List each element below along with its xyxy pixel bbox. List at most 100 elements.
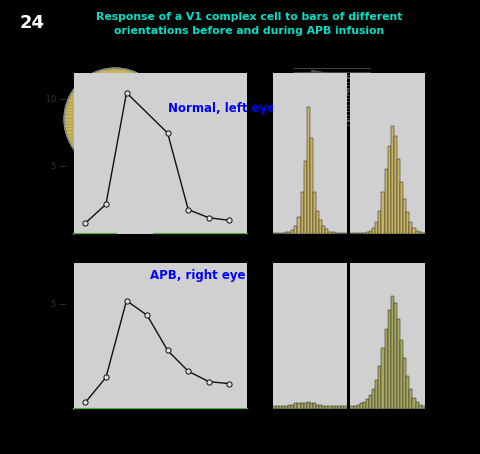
Bar xyxy=(282,233,285,234)
Bar xyxy=(341,406,344,409)
Bar xyxy=(291,230,294,234)
Bar xyxy=(279,406,282,409)
Bar xyxy=(394,136,397,234)
Bar xyxy=(391,126,394,234)
Bar xyxy=(298,217,300,234)
Bar xyxy=(422,406,425,409)
Bar xyxy=(328,232,332,234)
Text: 24: 24 xyxy=(19,14,44,32)
Bar xyxy=(319,405,322,409)
Bar xyxy=(412,398,416,409)
Bar xyxy=(300,192,304,234)
Bar xyxy=(400,182,403,234)
Bar xyxy=(416,231,419,234)
Bar xyxy=(294,403,298,409)
Bar xyxy=(409,389,412,409)
Bar xyxy=(335,406,338,409)
Circle shape xyxy=(64,68,166,170)
Bar xyxy=(344,233,347,234)
Bar xyxy=(394,303,397,409)
Point xyxy=(226,217,233,224)
Bar xyxy=(332,406,335,409)
Bar xyxy=(422,233,425,234)
Text: 5 —: 5 — xyxy=(51,301,68,309)
Bar xyxy=(360,233,363,234)
Bar xyxy=(397,158,400,234)
Bar xyxy=(406,212,409,234)
Point xyxy=(102,374,110,381)
Bar xyxy=(288,405,291,409)
Point xyxy=(226,380,233,387)
Bar xyxy=(357,233,360,234)
Bar xyxy=(363,402,366,409)
Point xyxy=(82,219,89,227)
Bar xyxy=(285,406,288,409)
Bar xyxy=(310,138,313,234)
Bar xyxy=(391,296,394,409)
Bar xyxy=(300,403,304,409)
Point xyxy=(123,89,131,96)
Bar xyxy=(406,375,409,409)
Text: 5 —: 5 — xyxy=(51,162,68,171)
Bar xyxy=(366,232,369,234)
Bar xyxy=(298,403,300,409)
Bar xyxy=(307,402,310,409)
Point xyxy=(164,129,171,137)
Bar xyxy=(313,403,316,409)
Bar xyxy=(397,319,400,409)
Bar xyxy=(313,192,316,234)
Bar xyxy=(273,233,276,234)
Bar xyxy=(419,232,422,234)
Bar xyxy=(310,403,313,409)
Bar xyxy=(335,233,338,234)
Bar xyxy=(304,403,307,409)
Bar xyxy=(363,233,366,234)
Bar xyxy=(344,406,347,409)
Bar xyxy=(372,389,375,409)
Bar xyxy=(353,233,357,234)
Bar xyxy=(319,220,322,234)
Bar xyxy=(369,231,372,234)
Bar xyxy=(322,226,325,234)
Bar xyxy=(375,222,378,234)
Bar xyxy=(304,161,307,234)
Text: APB, right eye: APB, right eye xyxy=(150,269,246,282)
Bar xyxy=(369,395,372,409)
Point xyxy=(82,399,89,406)
Bar xyxy=(382,348,384,409)
Point xyxy=(102,201,110,208)
Bar xyxy=(388,310,391,409)
Bar xyxy=(316,211,319,234)
Bar xyxy=(360,403,363,409)
Bar xyxy=(316,405,319,409)
Bar xyxy=(282,406,285,409)
Bar xyxy=(378,366,382,409)
Bar xyxy=(273,406,276,409)
Bar xyxy=(419,405,422,409)
Text: Response of a V1 complex cell to bars of different
orientations before and durin: Response of a V1 complex cell to bars of… xyxy=(96,12,403,36)
Point xyxy=(205,378,213,385)
Bar xyxy=(403,199,406,234)
Bar xyxy=(279,233,282,234)
Bar xyxy=(416,402,419,409)
Bar xyxy=(338,233,341,234)
Bar xyxy=(325,406,328,409)
Bar xyxy=(325,229,328,234)
Bar xyxy=(341,233,344,234)
Bar xyxy=(372,227,375,234)
Bar xyxy=(294,226,298,234)
Point xyxy=(184,206,192,213)
Bar xyxy=(353,406,357,409)
Point xyxy=(184,368,192,375)
Bar xyxy=(375,380,378,409)
Bar xyxy=(388,146,391,234)
Bar xyxy=(378,211,382,234)
Bar xyxy=(288,232,291,234)
Bar xyxy=(328,406,332,409)
Bar xyxy=(276,406,279,409)
Bar xyxy=(384,168,388,234)
Bar xyxy=(366,400,369,409)
Text: Normal, left eye: Normal, left eye xyxy=(168,102,275,115)
Point xyxy=(143,311,151,319)
Bar xyxy=(403,358,406,409)
